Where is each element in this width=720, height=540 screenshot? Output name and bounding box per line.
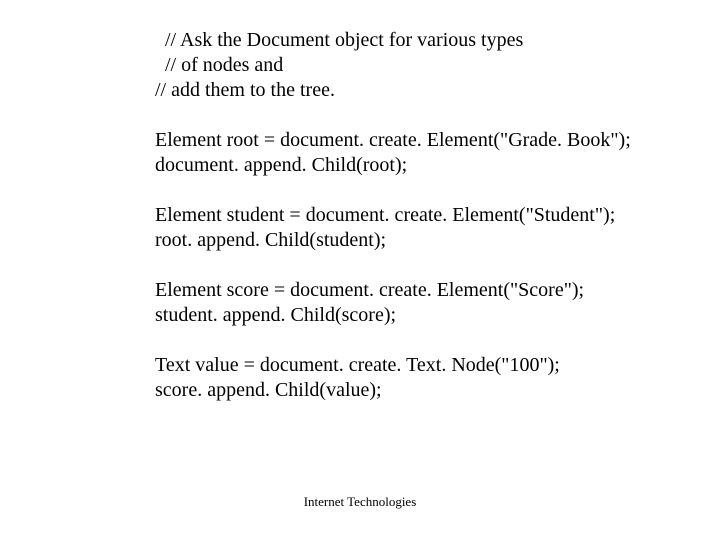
footer-text: Internet Technologies [0,494,720,510]
comment-line: // add them to the tree. [155,78,720,103]
code-line: student. append. Child(score); [155,303,720,328]
code-line: Text value = document. create. Text. Nod… [155,353,720,378]
code-line: Element score = document. create. Elemen… [155,278,720,303]
comment-line: // of nodes and [155,53,720,78]
comment-line: // Ask the Document object for various t… [155,28,720,53]
code-line: Element student = document. create. Elem… [155,203,720,228]
code-line: root. append. Child(student); [155,228,720,253]
code-content: // Ask the Document object for various t… [0,0,720,403]
code-line: score. append. Child(value); [155,378,720,403]
code-line: document. append. Child(root); [155,153,720,178]
code-line: Element root = document. create. Element… [155,128,720,153]
